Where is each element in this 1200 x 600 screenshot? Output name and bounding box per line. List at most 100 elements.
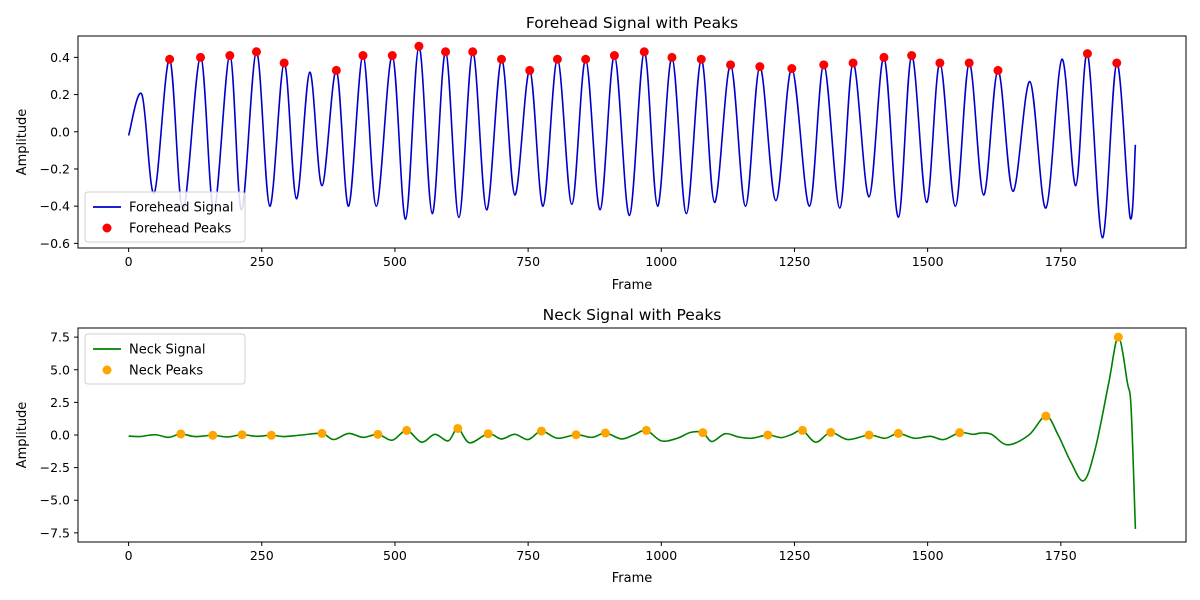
- forehead-peak-point: [609, 51, 619, 61]
- neck-peak-point: [797, 425, 807, 435]
- forehead-y-tick-label: −0.6: [40, 236, 70, 251]
- forehead-y-tick-label: 0.2: [50, 87, 70, 102]
- neck-x-tick-label: 1250: [779, 548, 811, 563]
- forehead-legend-label: Forehead Peaks: [129, 222, 231, 237]
- forehead-signal-line: [127, 45, 1137, 239]
- neck-peak-point: [373, 429, 383, 439]
- neck-y-tick-label: 0.0: [50, 428, 70, 443]
- forehead-peak-point: [819, 60, 829, 70]
- neck-y-tick-label: −7.5: [40, 525, 70, 540]
- neck-peak-point: [893, 428, 903, 438]
- neck-plot-area: [128, 332, 1137, 529]
- forehead-peak-point: [935, 58, 945, 68]
- forehead-x-tick-label: 500: [383, 254, 407, 269]
- neck-x-tick-label: 500: [383, 548, 407, 563]
- neck-y-tick-label: 2.5: [50, 395, 70, 410]
- neck-y-tick-label: −5.0: [40, 493, 70, 508]
- forehead-legend-marker-swatch: [102, 223, 112, 233]
- neck-peak-point: [864, 430, 874, 440]
- neck-ticks: 0 250 500 750 1000 1250 1500 1750 −7.5 −5.0 −2.5 0.…: [40, 330, 1077, 563]
- forehead-y-tick-label: 0.4: [50, 50, 70, 65]
- forehead-peak-point: [581, 54, 591, 64]
- neck-peak-point: [1041, 411, 1051, 421]
- neck-y-axis-label: Amplitude: [15, 402, 30, 469]
- forehead-peak-point: [387, 51, 397, 61]
- neck-axes-frame: [77, 327, 1187, 543]
- neck-y-tick-label: 5.0: [50, 362, 70, 377]
- neck-x-tick-label: 1000: [645, 548, 677, 563]
- neck-peak-point: [826, 427, 836, 437]
- forehead-chart-title: Forehead Signal with Peaks: [526, 14, 738, 32]
- neck-y-tick-label: 7.5: [50, 330, 70, 345]
- forehead-peak-point: [358, 51, 368, 61]
- neck-legend-marker-swatch: [102, 365, 112, 375]
- neck-peak-point: [483, 429, 493, 439]
- neck-x-tick-label: 1750: [1045, 548, 1077, 563]
- neck-x-tick-label: 750: [516, 548, 540, 563]
- forehead-x-tick-label: 1000: [645, 254, 677, 269]
- forehead-x-tick-label: 250: [250, 254, 274, 269]
- neck-peak-point: [176, 429, 186, 439]
- neck-peak-point: [955, 428, 965, 438]
- neck-peak-point: [1113, 332, 1123, 342]
- forehead-x-tick-label: 750: [516, 254, 540, 269]
- neck-x-tick-label: 0: [125, 548, 133, 563]
- neck-y-tick-label: −2.5: [40, 460, 70, 475]
- forehead-peak-point: [755, 62, 765, 72]
- neck-peak-point: [402, 425, 412, 435]
- forehead-legend: Forehead Signal Forehead Peaks: [84, 191, 246, 243]
- forehead-peak-point: [667, 52, 677, 62]
- forehead-x-axis-label: Frame: [612, 278, 653, 293]
- forehead-peak-point: [1112, 58, 1122, 68]
- forehead-peak-point: [196, 52, 206, 62]
- forehead-peak-point: [225, 51, 235, 61]
- neck-legend: Neck Signal Neck Peaks: [84, 333, 246, 385]
- neck-peak-point: [208, 430, 218, 440]
- forehead-peak-point: [331, 65, 341, 75]
- forehead-peak-point: [251, 47, 261, 57]
- forehead-peak-point: [639, 47, 649, 57]
- forehead-x-tick-label: 1750: [1045, 254, 1077, 269]
- forehead-peak-point: [468, 47, 478, 57]
- neck-peak-point: [698, 428, 708, 438]
- forehead-x-tick-label: 0: [125, 254, 133, 269]
- forehead-peak-point: [552, 54, 562, 64]
- forehead-ticks: 0 250 500 750 1000 1250 1500 1750 −0.6 −0.4 −0.2 0.…: [40, 50, 1077, 269]
- forehead-peak-point: [726, 60, 736, 70]
- forehead-legend-box: [84, 191, 246, 243]
- forehead-plot-area: [127, 41, 1137, 239]
- forehead-x-tick-label: 1250: [779, 254, 811, 269]
- neck-chart-title: Neck Signal with Peaks: [543, 306, 722, 324]
- forehead-axes-frame: [77, 35, 1187, 249]
- neck-peak-point: [237, 430, 247, 440]
- neck-peak-point: [600, 428, 610, 438]
- forehead-y-tick-label: −0.4: [40, 199, 70, 214]
- neck-x-axis-label: Frame: [612, 571, 653, 586]
- forehead-peak-point: [165, 54, 175, 64]
- forehead-peak-point: [414, 41, 424, 51]
- neck-legend-box: [84, 333, 246, 385]
- neck-subplot: Neck Signal with Peaks 0 250 500 750 1000 125…: [15, 306, 1187, 586]
- forehead-peak-point: [696, 54, 706, 64]
- forehead-peak-point: [964, 58, 974, 68]
- forehead-peak-point: [787, 64, 797, 74]
- neck-legend-label: Neck Signal: [129, 343, 205, 358]
- forehead-peak-point: [279, 58, 289, 68]
- forehead-peak-point: [907, 51, 917, 61]
- forehead-peak-point: [993, 65, 1003, 75]
- neck-legend-label: Neck Peaks: [129, 364, 203, 379]
- forehead-y-tick-label: −0.2: [40, 161, 70, 176]
- forehead-peak-point: [848, 58, 858, 68]
- neck-signal-line: [128, 336, 1137, 529]
- forehead-peak-point: [525, 65, 535, 75]
- forehead-y-tick-label: 0.0: [50, 124, 70, 139]
- neck-peak-point: [641, 425, 651, 435]
- neck-x-tick-label: 250: [250, 548, 274, 563]
- neck-peak-point: [763, 430, 773, 440]
- neck-x-tick-label: 1500: [912, 548, 944, 563]
- forehead-peak-point: [496, 54, 506, 64]
- forehead-x-tick-label: 1500: [912, 254, 944, 269]
- forehead-legend-label: Forehead Signal: [129, 201, 234, 216]
- forehead-subplot: Forehead Signal with Peaks 0 250 500 750 100…: [15, 14, 1187, 293]
